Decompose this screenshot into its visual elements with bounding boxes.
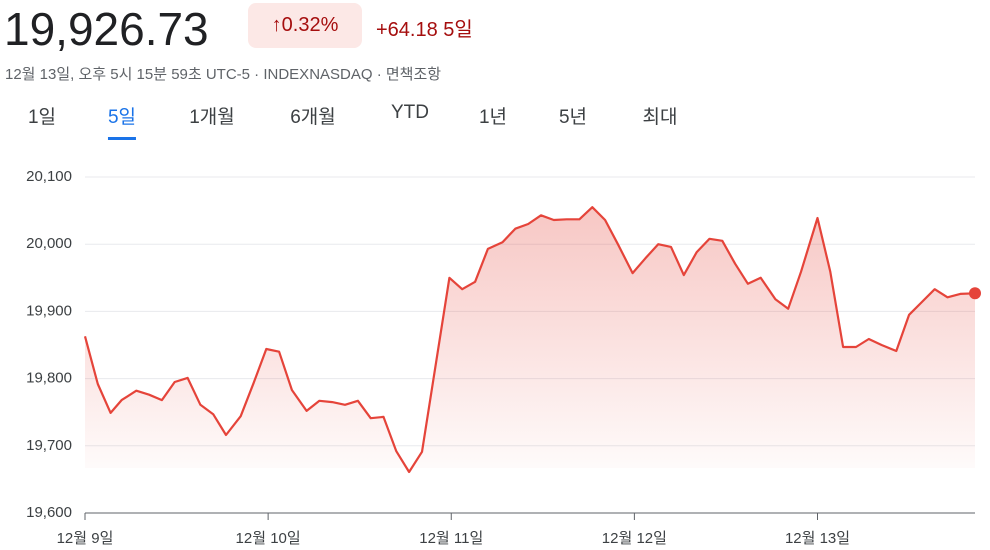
- y-tick-label: 20,000: [26, 235, 72, 252]
- y-tick-label: 19,800: [26, 370, 72, 387]
- range-tab[interactable]: YTD: [391, 102, 429, 123]
- period: 5일: [443, 19, 473, 41]
- end-point: [969, 287, 981, 300]
- change-percent: 0.32%: [281, 14, 339, 36]
- x-tick-label: 12월 10일: [236, 530, 301, 547]
- price: 19,926.73: [4, 3, 209, 55]
- change-chip: ↑ 0.32%: [248, 3, 362, 48]
- x-tick-label: 12월 11일: [419, 530, 483, 547]
- y-tick-label: 19,600: [26, 504, 72, 521]
- change: +64.18 5일: [376, 13, 473, 42]
- x-tick-label: 12월 12일: [602, 530, 667, 547]
- y-tick-label: 19,900: [26, 302, 72, 319]
- subtitle: 12월 13일, 오후 5시 15분 59초 UTC-5 · INDEXNASD…: [5, 66, 442, 83]
- x-tick-label: 12월 9일: [57, 530, 114, 547]
- range-tab[interactable]: 5년: [558, 107, 588, 128]
- range-tab[interactable]: 1개월: [189, 107, 235, 128]
- y-tick-label: 20,100: [26, 168, 72, 185]
- range-tab[interactable]: 1일: [27, 107, 57, 128]
- range-tab[interactable]: 5일: [107, 102, 137, 140]
- range-tab[interactable]: 최대: [642, 107, 678, 128]
- area: [85, 207, 975, 472]
- x-tick-label: 12월 13일: [785, 530, 850, 547]
- range-tab[interactable]: 6개월: [290, 107, 336, 128]
- range-tab[interactable]: 1년: [478, 107, 508, 128]
- y-tick-label: 19,700: [26, 437, 72, 454]
- change-value: +64.18: [376, 19, 438, 41]
- line: [83, 206, 976, 474]
- arrow: ↑: [271, 14, 282, 36]
